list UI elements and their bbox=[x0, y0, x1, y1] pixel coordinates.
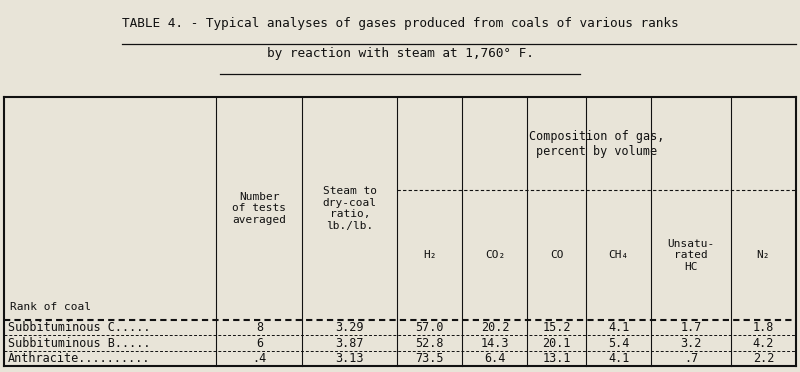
Text: 3.29: 3.29 bbox=[335, 321, 364, 334]
Text: 1.7: 1.7 bbox=[681, 321, 702, 334]
Text: 15.2: 15.2 bbox=[542, 321, 571, 334]
Text: 4.1: 4.1 bbox=[608, 352, 630, 365]
Text: H₂: H₂ bbox=[423, 250, 437, 260]
Text: 13.1: 13.1 bbox=[542, 352, 571, 365]
Text: 6: 6 bbox=[256, 337, 263, 350]
Text: 2.2: 2.2 bbox=[753, 352, 774, 365]
Text: Composition of gas,
percent by volume: Composition of gas, percent by volume bbox=[529, 129, 664, 158]
Text: Rank of coal: Rank of coal bbox=[10, 302, 91, 312]
Text: 1.8: 1.8 bbox=[753, 321, 774, 334]
Text: by reaction with steam at 1,760° F.: by reaction with steam at 1,760° F. bbox=[266, 47, 534, 60]
Text: 52.8: 52.8 bbox=[415, 337, 444, 350]
Text: CO₂: CO₂ bbox=[485, 250, 505, 260]
Text: Subbituminous C.....: Subbituminous C..... bbox=[8, 321, 150, 334]
Text: 57.0: 57.0 bbox=[415, 321, 444, 334]
Text: .7: .7 bbox=[684, 352, 698, 365]
Text: .4: .4 bbox=[252, 352, 266, 365]
Text: TABLE 4. - Typical analyses of gases produced from coals of various ranks: TABLE 4. - Typical analyses of gases pro… bbox=[122, 17, 678, 30]
Text: 14.3: 14.3 bbox=[481, 337, 509, 350]
Text: 3.13: 3.13 bbox=[335, 352, 364, 365]
Text: Unsatu-
rated
HC: Unsatu- rated HC bbox=[667, 238, 714, 272]
Text: 8: 8 bbox=[256, 321, 263, 334]
Text: 3.2: 3.2 bbox=[681, 337, 702, 350]
Text: 5.4: 5.4 bbox=[608, 337, 630, 350]
Text: CO: CO bbox=[550, 250, 564, 260]
Text: 73.5: 73.5 bbox=[415, 352, 444, 365]
Text: N₂: N₂ bbox=[757, 250, 770, 260]
Text: 6.4: 6.4 bbox=[484, 352, 506, 365]
Text: 20.1: 20.1 bbox=[542, 337, 571, 350]
Text: 4.2: 4.2 bbox=[753, 337, 774, 350]
Text: Anthracite..........: Anthracite.......... bbox=[8, 352, 150, 365]
Text: 4.1: 4.1 bbox=[608, 321, 630, 334]
Text: 3.87: 3.87 bbox=[335, 337, 364, 350]
Text: CH₄: CH₄ bbox=[609, 250, 629, 260]
Text: Subbituminous B.....: Subbituminous B..... bbox=[8, 337, 150, 350]
Text: Number
of tests
averaged: Number of tests averaged bbox=[233, 192, 286, 225]
Text: Steam to
dry-coal
ratio,
lb./lb.: Steam to dry-coal ratio, lb./lb. bbox=[323, 186, 377, 231]
Text: 20.2: 20.2 bbox=[481, 321, 509, 334]
